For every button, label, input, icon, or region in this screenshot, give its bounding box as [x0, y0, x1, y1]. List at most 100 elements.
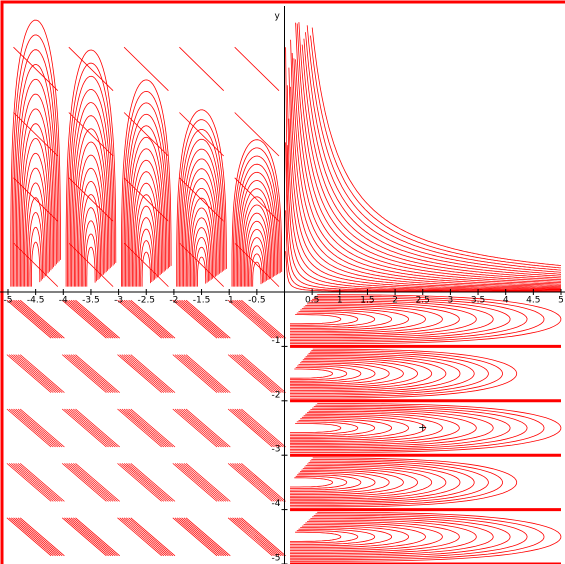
contour-line: [67, 518, 111, 556]
contour-line: [237, 518, 281, 556]
contour-line: [235, 355, 279, 393]
contour-line: [131, 518, 175, 556]
contour-line: [230, 300, 274, 338]
contour-line: [11, 409, 55, 447]
contour-line: [177, 355, 221, 393]
contour-line: [124, 113, 168, 157]
contour-line: [71, 300, 115, 338]
contour-line: [179, 518, 223, 556]
contour-line: [20, 409, 64, 447]
contour-line: [173, 355, 217, 393]
contour-line: [20, 518, 64, 556]
contour-line: [118, 518, 162, 556]
contour-line: [16, 355, 60, 393]
contour-line: [175, 463, 219, 501]
x-tick-label: 2: [392, 296, 398, 306]
contour-line: [306, 32, 562, 272]
contour-line: [76, 300, 120, 338]
contour-line: [233, 409, 277, 447]
contour-line: [290, 302, 476, 336]
contour-line: [241, 463, 285, 501]
contour-line: [235, 300, 279, 338]
contour-line: [237, 355, 281, 393]
contour-line: [16, 463, 60, 501]
contour-line: [18, 409, 62, 447]
contour-line: [71, 355, 115, 393]
contour-line: [16, 300, 60, 338]
contour-line: [16, 518, 60, 556]
contour-line: [7, 463, 51, 501]
contour-line: [173, 409, 217, 447]
contour-line: [9, 518, 53, 556]
contour-line: [235, 409, 279, 447]
contour-line: [126, 518, 170, 556]
contour-line: [186, 518, 230, 556]
contour-line: [9, 355, 53, 393]
contour-line: [9, 463, 53, 501]
x-tick-label: -0.5: [248, 296, 266, 306]
contour-line: [131, 300, 175, 338]
contour-line: [290, 357, 446, 391]
y-tick-label: -1: [272, 336, 281, 346]
contour-line: [71, 463, 115, 501]
contour-line: [20, 300, 64, 338]
contour-line: [122, 300, 166, 338]
contour-line: [230, 518, 274, 556]
contour-line: [184, 463, 228, 501]
contour-line: [120, 300, 164, 338]
contour-line: [62, 409, 106, 447]
contour-line: [142, 252, 150, 287]
contour-line: [179, 300, 223, 338]
chart: y-5-4.5-4-3.5-3-2.5-2-1.5-1-0.50.511.522…: [0, 0, 565, 564]
contour-line: [76, 463, 120, 501]
contour-line: [296, 23, 561, 282]
contour-line: [118, 300, 162, 338]
x-tick-label: -4: [59, 296, 68, 306]
contour-line: [124, 47, 168, 90]
x-tick-label: -2: [169, 296, 178, 306]
contour-line: [228, 463, 272, 501]
contour-line: [184, 518, 228, 556]
contour-line: [120, 463, 164, 501]
contour-line: [18, 518, 62, 556]
contour-line: [253, 262, 261, 287]
contour-line: [62, 300, 106, 338]
contour-line: [239, 463, 283, 501]
contour-line: [179, 463, 223, 501]
contour-line: [14, 463, 58, 501]
contour-line: [311, 36, 562, 268]
contour-line: [237, 409, 281, 447]
contour-line: [11, 355, 55, 393]
contour-line: [182, 300, 226, 338]
contour-line: [118, 355, 162, 393]
contour-line: [179, 409, 223, 447]
contour-line: [177, 518, 221, 556]
contour-line: [182, 355, 226, 393]
y-tick-label: -3: [272, 445, 281, 455]
contour-line: [16, 409, 60, 447]
contour-line: [129, 518, 173, 556]
contour-line: [228, 518, 272, 556]
x-tick-label: 1: [337, 296, 343, 306]
contour-line: [18, 355, 62, 393]
contour-line: [126, 355, 170, 393]
contour-line: [124, 300, 168, 338]
contour-line: [184, 409, 228, 447]
contour-line: [241, 409, 285, 447]
contour-line: [124, 355, 168, 393]
contour-line: [11, 463, 55, 501]
contour-line: [175, 300, 219, 338]
x-tick-label: -2.5: [137, 296, 155, 306]
contour-line: [64, 409, 108, 447]
contour-line: [120, 518, 164, 556]
contour-line: [235, 47, 279, 90]
cursor-marker: +: [418, 421, 427, 434]
contour-line: [64, 463, 108, 501]
x-tick-label: -1.5: [193, 296, 211, 306]
contour-line: [126, 463, 170, 501]
contour-line: [71, 409, 115, 447]
contour-line: [14, 518, 58, 556]
contour-line: [14, 355, 58, 393]
contour-line: [241, 300, 285, 338]
contour-line: [290, 478, 333, 487]
